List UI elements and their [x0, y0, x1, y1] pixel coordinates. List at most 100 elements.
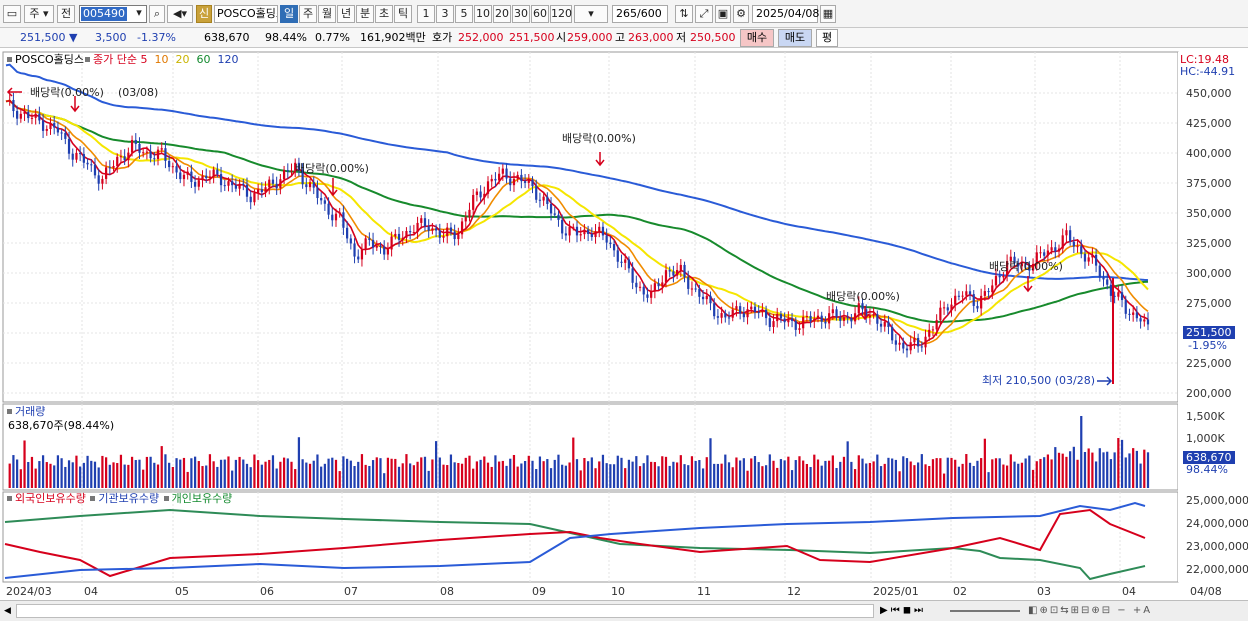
volume-bar [201, 466, 204, 488]
draw-tool-icon[interactable]: ⤢ [695, 5, 713, 23]
period-week-button[interactable]: 주 [299, 5, 317, 23]
ma20-line [5, 99, 1149, 335]
volume-bar [891, 458, 894, 488]
date-tick-label: 2024/03 [6, 585, 52, 598]
interval-20-button[interactable]: 20 [493, 5, 511, 23]
interval-dropdown[interactable]: ▾ [574, 5, 608, 23]
candle-body [768, 318, 771, 327]
volume-bar [1065, 456, 1068, 488]
volume-bar [38, 461, 41, 488]
volume-bar [442, 464, 445, 488]
volume-bar [853, 469, 857, 488]
candle-body [1039, 252, 1042, 254]
speaker-icon[interactable]: ◀▾ [167, 5, 193, 23]
period-year-button[interactable]: 년 [337, 5, 355, 23]
candle-body [193, 181, 197, 187]
grid-lines [3, 52, 1178, 582]
candle-body [130, 139, 134, 153]
interval-120-button[interactable]: 120 [550, 5, 572, 23]
period-tick-button[interactable]: 틱 [394, 5, 412, 23]
volume-bar [97, 467, 100, 488]
candle-body [527, 179, 530, 183]
candle-body [312, 182, 315, 188]
volume-bar [138, 459, 141, 488]
volume-bar [983, 438, 986, 488]
candle-body [846, 317, 849, 319]
candle-body [772, 321, 775, 327]
interval-3-button[interactable]: 3 [436, 5, 454, 23]
volume-bar [538, 456, 542, 488]
candle-body [568, 227, 571, 236]
period-minute-button[interactable]: 분 [356, 5, 374, 23]
interval-10-button[interactable]: 10 [474, 5, 492, 23]
candle-body [368, 238, 371, 240]
scroll-left-icon[interactable]: ◀ [4, 606, 11, 616]
candle-body [464, 217, 467, 222]
interval-30-button[interactable]: 30 [512, 5, 530, 23]
candle-body [1091, 254, 1094, 258]
date-tick-label: 12 [787, 585, 801, 598]
low-annotation: 최저 210,500 (03/28) [982, 374, 1095, 387]
volume-bar [557, 454, 560, 488]
volume-bar [987, 472, 990, 488]
candle-body [212, 169, 215, 177]
candle-body [572, 226, 575, 228]
volume-bar [716, 463, 720, 488]
code-dropdown-icon[interactable]: ▾ [136, 6, 142, 19]
volume-bar [790, 470, 794, 488]
sell-button[interactable]: 매도 [778, 29, 812, 47]
volume-bar [753, 456, 757, 488]
volume-bar [946, 457, 949, 488]
candle-body [49, 123, 52, 130]
volume-bar [954, 459, 957, 488]
stock-code-input[interactable]: 005490 [79, 5, 147, 23]
horizontal-scrollbar[interactable]: ◀ ▶⏮◼⏭ ◧⊕⊡⇆⊞⊟⊕⊟ − +A [0, 600, 1248, 621]
interval-60-button[interactable]: 60 [531, 5, 549, 23]
period-second-button[interactable]: 초 [375, 5, 393, 23]
volume-bar [1091, 452, 1094, 488]
period-month-button[interactable]: 월 [318, 5, 336, 23]
jeon-button[interactable]: 전 [57, 5, 75, 23]
volume-bar [64, 466, 67, 488]
volume-bar [457, 463, 460, 488]
chart-canvas[interactable]: 450,000 425,000 400,000 375,000 350,000 325,0… [0, 48, 1248, 600]
volume-bar [520, 463, 523, 488]
interval-1-button[interactable]: 1 [417, 5, 435, 23]
candle-body [587, 229, 590, 234]
volume-value-label: 638,670주(98.44%) [8, 419, 115, 432]
window-menu-icon[interactable]: ▭ [3, 5, 21, 23]
playback-controls[interactable]: ▶⏮◼⏭ [880, 605, 926, 616]
count-input[interactable]: 265/600 [612, 5, 668, 23]
candle-body [687, 277, 690, 289]
stock-name: POSCO홀딩스 [214, 5, 278, 23]
period-day-button[interactable]: 일 [280, 5, 298, 23]
save-icon[interactable]: ▣ [715, 5, 731, 23]
candle-body [646, 294, 649, 298]
chart-tools-icons[interactable]: ◧⊕⊡⇆⊞⊟⊕⊟ − +A [1028, 605, 1153, 616]
market-select[interactable]: 주 ▾ [24, 5, 54, 23]
volume-bar [535, 469, 538, 488]
candle-body [75, 152, 78, 160]
volume-bar [297, 437, 301, 488]
volume-bar [816, 459, 820, 488]
date-input[interactable]: 2025/04/08 [752, 5, 819, 23]
candle-body [249, 196, 252, 203]
candle-body [924, 336, 927, 348]
volume-bar [145, 456, 149, 488]
volume-bar [1061, 453, 1064, 488]
zoom-slider[interactable] [950, 610, 1020, 612]
search-icon[interactable]: ⌕ [149, 5, 165, 23]
volume-bar [1139, 463, 1142, 488]
calendar-icon[interactable]: ▦ [820, 5, 836, 23]
chart-tool-icon[interactable]: ⇅ [675, 5, 693, 23]
volume-bar [101, 455, 104, 488]
candle-body [657, 283, 660, 287]
scroll-track[interactable] [16, 604, 874, 618]
candle-body [720, 313, 723, 318]
average-button[interactable]: 평 [816, 29, 838, 47]
interval-5-button[interactable]: 5 [455, 5, 473, 23]
volume-bar [861, 458, 864, 488]
candle-body [535, 186, 538, 200]
buy-button[interactable]: 매수 [740, 29, 774, 47]
gear-icon[interactable]: ⚙ [733, 5, 749, 23]
